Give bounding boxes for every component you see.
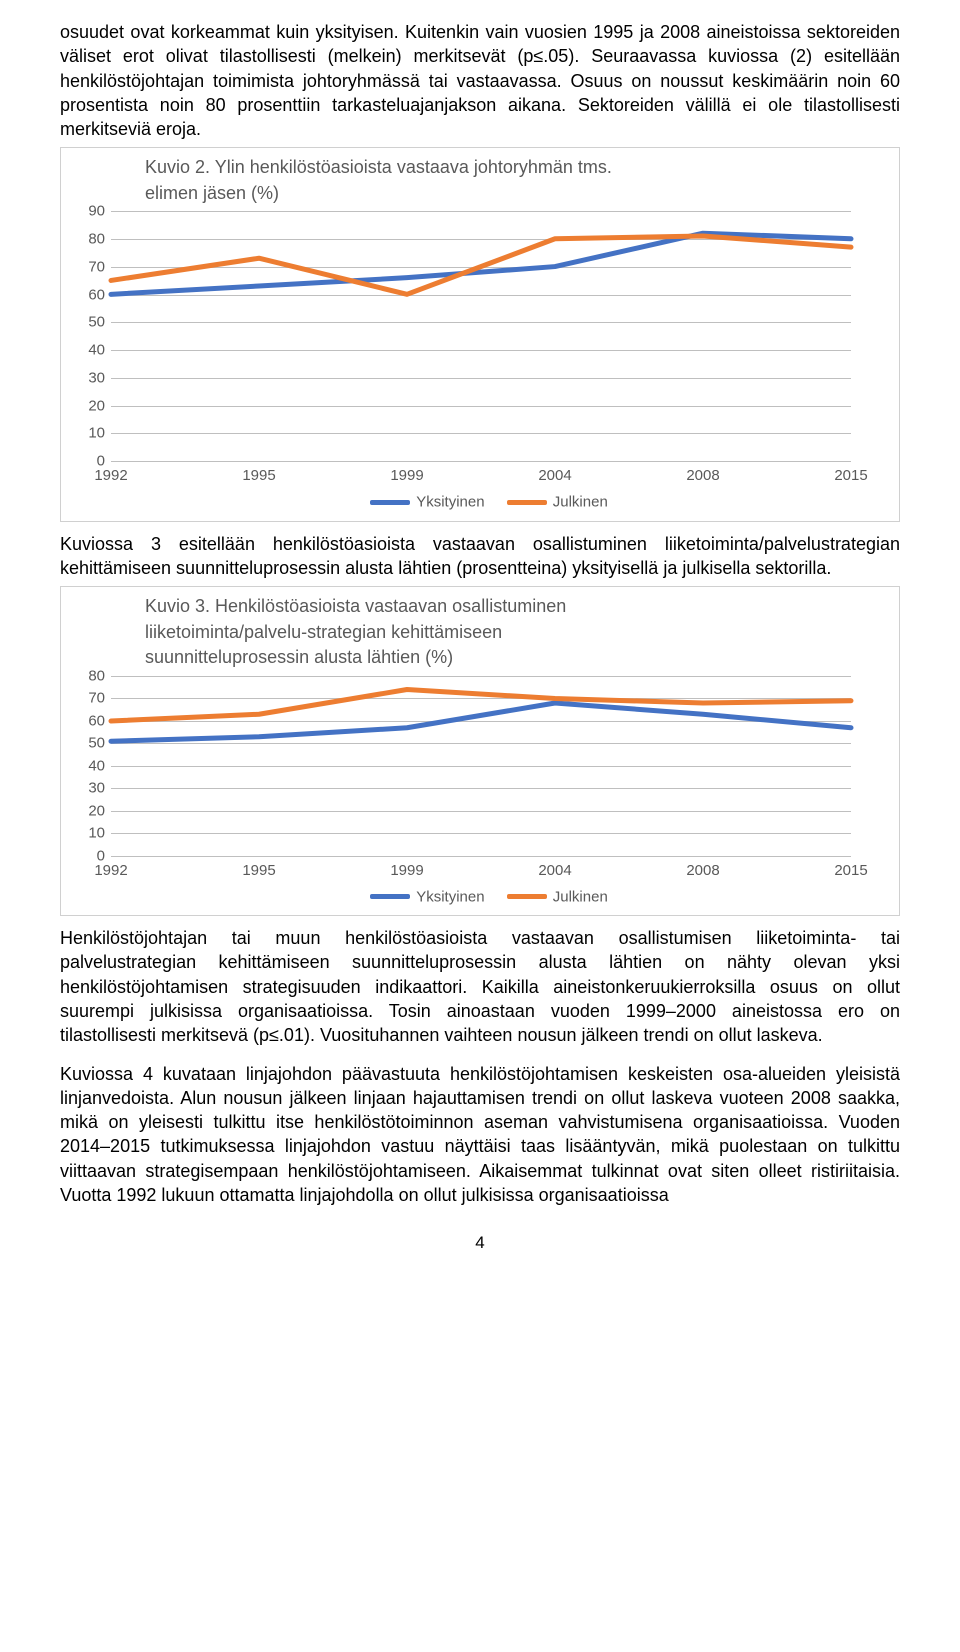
y-axis-label: 90 <box>88 203 105 220</box>
chart-3-title-line2: liiketoiminta/palvelu-strategian kehittä… <box>145 621 889 644</box>
paragraph-4: Kuviossa 4 kuvataan linjajohdon päävastu… <box>60 1062 900 1208</box>
paragraph-2: Kuviossa 3 esitellään henkilöstöasioista… <box>60 532 900 581</box>
y-axis-label: 40 <box>88 757 105 774</box>
page-number: 4 <box>60 1233 900 1253</box>
y-axis-label: 50 <box>88 735 105 752</box>
y-axis-label: 70 <box>88 258 105 275</box>
x-axis-label: 2008 <box>686 467 719 484</box>
legend-swatch-julkinen <box>507 500 547 505</box>
x-axis-label: 2015 <box>834 467 867 484</box>
y-axis-label: 10 <box>88 425 105 442</box>
legend-label-yksityinen: Yksityinen <box>416 494 484 511</box>
x-axis-label: 1992 <box>94 862 127 879</box>
legend-label-yksityinen: Yksityinen <box>416 888 484 905</box>
chart-3-title-line3: suunnitteluprosessin alusta lähtien (%) <box>145 646 889 669</box>
x-axis-label: 1995 <box>242 862 275 879</box>
chart-2-title-line2: elimen jäsen (%) <box>145 182 889 205</box>
chart-2-legend: Yksityinen Julkinen <box>71 493 889 511</box>
gridline <box>111 856 851 857</box>
legend-swatch-yksityinen <box>370 894 410 899</box>
chart-3-legend: Yksityinen Julkinen <box>71 888 889 906</box>
y-axis-label: 80 <box>88 667 105 684</box>
y-axis-label: 70 <box>88 690 105 707</box>
chart-2-title-line1: Kuvio 2. Ylin henkilöstöasioista vastaav… <box>145 156 889 179</box>
x-axis-label: 1999 <box>390 467 423 484</box>
x-axis-label: 1992 <box>94 467 127 484</box>
chart-lines <box>111 676 851 856</box>
chart-lines <box>111 211 851 461</box>
x-axis-label: 2004 <box>538 467 571 484</box>
legend-label-julkinen: Julkinen <box>553 888 608 905</box>
y-axis-label: 60 <box>88 286 105 303</box>
x-axis-label: 2008 <box>686 862 719 879</box>
y-axis-label: 80 <box>88 231 105 248</box>
y-axis-label: 40 <box>88 342 105 359</box>
chart-2-wrap: Kuvio 2. Ylin henkilöstöasioista vastaav… <box>60 147 900 521</box>
paragraph-1: osuudet ovat korkeammat kuin yksityisen.… <box>60 20 900 141</box>
chart-3-wrap: Kuvio 3. Henkilöstöasioista vastaavan os… <box>60 586 900 916</box>
y-axis-label: 50 <box>88 314 105 331</box>
y-axis-label: 30 <box>88 780 105 797</box>
x-axis-label: 1995 <box>242 467 275 484</box>
page: osuudet ovat korkeammat kuin yksityisen.… <box>0 0 960 1293</box>
paragraph-3: Henkilöstöjohtajan tai muun henkilöstöas… <box>60 926 900 1047</box>
legend-swatch-yksityinen <box>370 500 410 505</box>
x-axis-label: 2004 <box>538 862 571 879</box>
y-axis-label: 30 <box>88 369 105 386</box>
chart-2-plot: 0102030405060708090199219951999200420082… <box>71 211 889 465</box>
x-axis-label: 1999 <box>390 862 423 879</box>
gridline <box>111 461 851 462</box>
y-axis-label: 10 <box>88 825 105 842</box>
chart-3-title-line1: Kuvio 3. Henkilöstöasioista vastaavan os… <box>145 595 889 618</box>
legend-label-julkinen: Julkinen <box>553 494 608 511</box>
y-axis-label: 20 <box>88 397 105 414</box>
x-axis-label: 2015 <box>834 862 867 879</box>
legend-swatch-julkinen <box>507 894 547 899</box>
chart-3-plot: 0102030405060708019921995199920042008201… <box>71 676 889 860</box>
y-axis-label: 60 <box>88 712 105 729</box>
y-axis-label: 20 <box>88 802 105 819</box>
series-line <box>111 703 851 741</box>
